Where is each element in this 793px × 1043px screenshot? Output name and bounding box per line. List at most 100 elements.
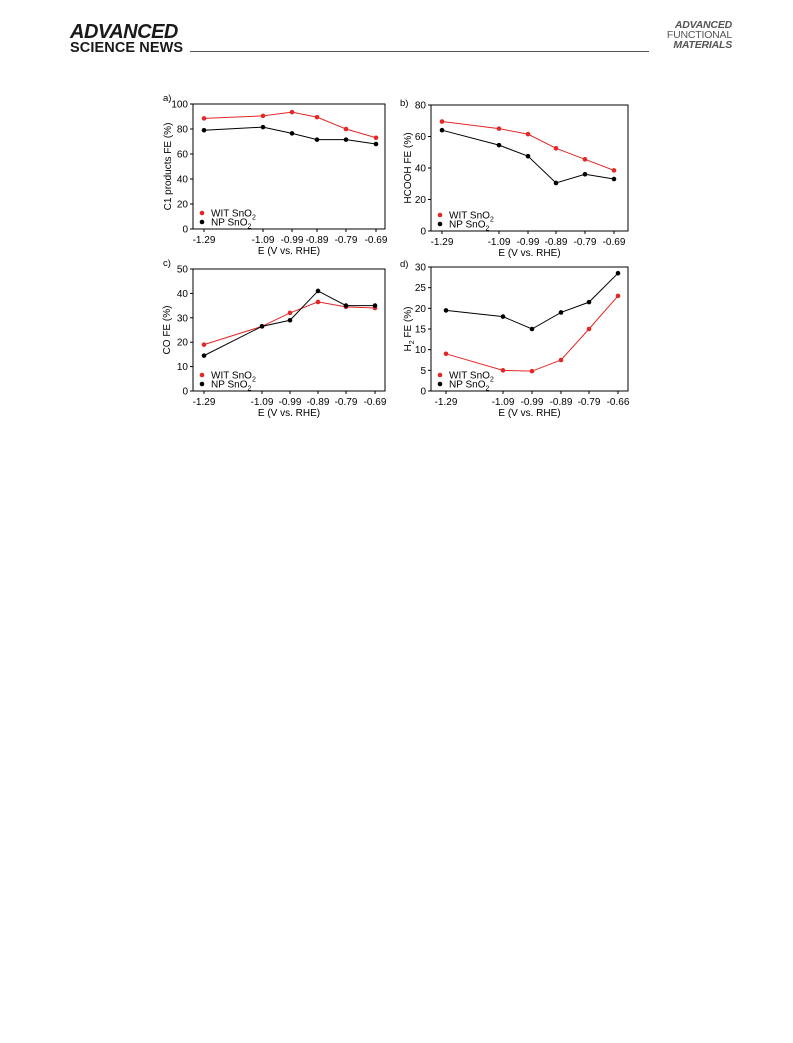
p3-series-wit-point (201, 342, 207, 347)
p2-series-np-point (525, 153, 531, 159)
p4-legend-wit-label: WIT SnO2 (449, 371, 494, 384)
p4-series-wit-point (529, 368, 535, 374)
p4-legend-np-sub: 2 (486, 386, 490, 393)
p1-series-wit-line (203, 111, 377, 139)
p2-series-np-point (611, 176, 617, 182)
p3-legend-np-marker (199, 381, 205, 387)
p2-series-wit-point (553, 146, 559, 151)
p4-series-wit-point (558, 357, 564, 363)
p2-series-np-point (439, 127, 445, 133)
p1-legend-wit-sub: 2 (252, 215, 256, 222)
p1-series-np-point (289, 131, 295, 136)
p4-y-tick-label: 0 (420, 387, 426, 398)
p1-x-tick-label: -0.69 (365, 235, 388, 246)
p3-x-tick-label: -0.79 (335, 397, 358, 408)
p3-series-wit-point (315, 299, 321, 305)
p3-plot-frame (192, 268, 386, 392)
p2-x-tick-label: -1.09 (488, 237, 511, 248)
p4-series-wit-line (445, 295, 619, 372)
p4-x-tick-label: -0.89 (550, 397, 573, 408)
p3-legend-wit-label: WIT SnO2 (211, 371, 256, 384)
p2-legend-np-marker (437, 221, 443, 227)
p3-series-np-point (315, 288, 321, 294)
p2-series-wit-point (439, 119, 445, 124)
p2-legend-np-label: NP SnO2 (449, 220, 490, 233)
p1-x-tick-label: -1.29 (193, 235, 216, 246)
journal-logo-line1: ADVANCED (674, 19, 732, 31)
p1-series-wit-point (373, 135, 379, 141)
p4-y-tick-label: 25 (415, 283, 427, 294)
p3-series-np-line (203, 290, 375, 357)
p2-chart: b) 0 20 40 60 80 -1.29 -1.09 -0.99 -0.89 -0.79 -0.6… (400, 98, 629, 259)
p2-legend-np-text: NP SnO (449, 220, 486, 231)
p4-series-wit-point (615, 293, 621, 299)
p2-legend-wit-sub: 2 (490, 217, 494, 224)
p1-series-wit-point (343, 126, 349, 132)
p2-series-np-point (553, 180, 559, 186)
p1-legend-np-label: NP SnO2 (211, 218, 252, 231)
p4-y-axis-title-sub: 2 (409, 340, 416, 344)
p3-legend-wit-marker (199, 372, 205, 378)
p2-series-wit-line (441, 121, 615, 171)
p3-legend-wit-text: WIT SnO (211, 371, 252, 382)
p4-x-tick-label: -1.09 (492, 397, 515, 408)
p3-chart: c) 0 10 20 30 40 50 -1.29 -1.09 -0.99 -0.89 -0.79 -0… (162, 258, 387, 419)
p1-chart: a) 0 20 40 60 80 100 -1.29 -1.09 -0.99 -0.89 -0.79-… (163, 93, 388, 257)
p4-legend-wit-marker (437, 372, 443, 378)
p4-legend-wit-text: WIT SnO (449, 371, 490, 382)
p4-series-np-point (615, 270, 621, 276)
p4-y-tick-label: 10 (415, 345, 427, 356)
p3-series-np-point (287, 317, 293, 323)
p1-x-tick-label: -1.09 (252, 235, 275, 246)
p4-series-wit-point (443, 351, 449, 357)
p1-legend-wit-marker (199, 210, 205, 216)
publisher-logo: ADVANCED SCIENCE NEWS (70, 22, 183, 56)
p4-legend-np-label: NP SnO2 (449, 380, 490, 393)
p2-y-tick-label: 40 (415, 164, 427, 175)
p2-x-tick-label: -0.99 (517, 237, 540, 248)
p4-y-tick-label: 15 (415, 325, 427, 336)
p1-y-tick-label: 0 (182, 225, 188, 236)
p4-x-axis-title: E (V vs. RHE) (498, 408, 560, 419)
journal-logo-line3: MATERIALS (673, 38, 732, 51)
p2-series-wit-point (611, 168, 617, 173)
p4-series-wit-point (586, 326, 592, 332)
p3-x-tick-label: -0.89 (307, 397, 330, 408)
p3-series-wit-line (203, 301, 376, 346)
p4-series-np-line (445, 272, 619, 330)
p1-series-wit-point (314, 114, 320, 120)
journal-logo-line2: FUNCTIONAL (666, 28, 732, 41)
p4-y-axis-title: H2 FE (%) (403, 306, 416, 351)
p3-panel-label: c) (163, 258, 171, 269)
p1-x-axis-title: E (V vs. RHE) (258, 246, 320, 257)
p1-x-tick-label: -0.79 (335, 235, 358, 246)
p2-legend-wit-text: WIT SnO (449, 211, 490, 222)
p2-x-tick-label: -0.69 (603, 237, 626, 248)
p2-y-tick-label: 0 (420, 227, 426, 238)
p2-x-axis-title: E (V vs. RHE) (498, 248, 560, 259)
journal-logo: ADVANCED FUNCTIONAL MATERIALS (652, 19, 732, 51)
p1-series-np-point (260, 124, 266, 130)
p1-series-np-point (314, 137, 320, 142)
p3-y-tick-label: 30 (177, 313, 189, 324)
p2-panel-label: b) (400, 98, 408, 109)
p1-legend-wit-text: WIT SnO (211, 209, 252, 220)
p4-series-wit-point (500, 368, 506, 373)
p1-legend-wit-label: WIT SnO2 (211, 209, 256, 222)
p3-series-np-point (372, 303, 378, 308)
p2-legend-np-sub: 2 (486, 226, 490, 233)
p4-series-np-point (500, 314, 506, 319)
p1-x-tick-label: -0.99 (281, 235, 304, 246)
p4-legend-wit-sub: 2 (490, 377, 494, 384)
p1-x-tick-label: -0.89 (306, 235, 329, 246)
p2-x-tick-label: -0.89 (545, 237, 568, 248)
p2-x-tick-label: -0.79 (574, 237, 597, 248)
p2-series-np-point (582, 172, 588, 177)
p1-series-wit-point (289, 109, 295, 115)
p3-x-axis-title: E (V vs. RHE) (258, 408, 320, 419)
p1-legend-np-marker (199, 219, 205, 225)
p4-y-axis-title-rest: FE (%) (403, 306, 414, 340)
p4-series-np-point (586, 299, 592, 305)
p3-y-axis-title: CO FE (%) (162, 306, 173, 355)
publisher-logo-line1: ADVANCED (70, 21, 178, 43)
